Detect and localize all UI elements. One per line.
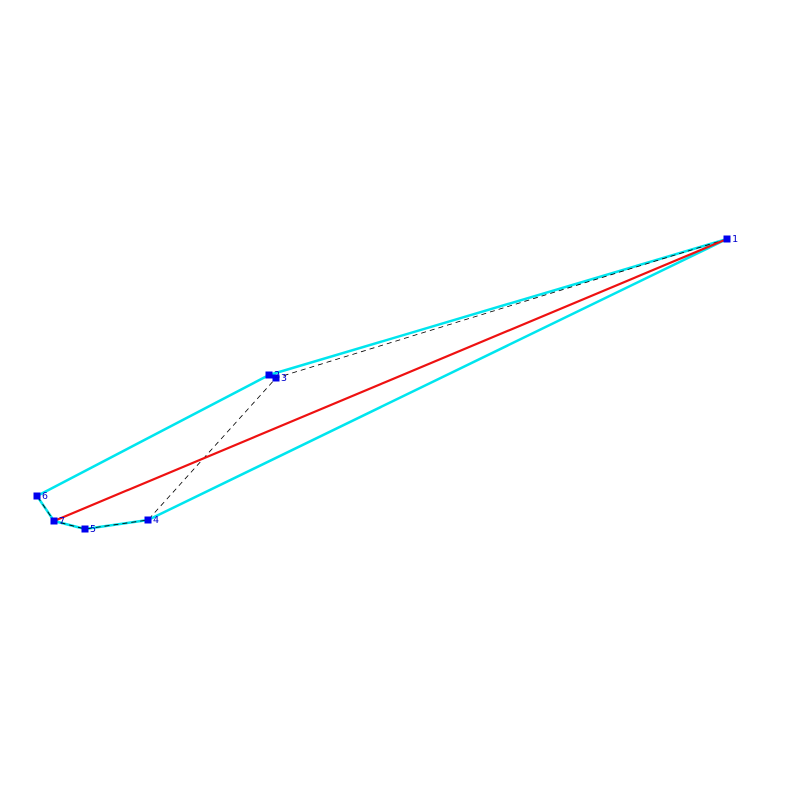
points-layer xyxy=(33,235,731,533)
point-label-1: 1 xyxy=(732,234,738,245)
point-label-3: 3 xyxy=(281,373,287,384)
dashed-path-layer xyxy=(36,238,728,530)
point-marker-5 xyxy=(81,525,89,533)
point-marker-2 xyxy=(265,371,273,379)
red-path-layer xyxy=(53,237,728,523)
point-marker-7 xyxy=(50,517,58,525)
point-marker-3 xyxy=(272,374,280,382)
point-marker-1 xyxy=(723,235,731,243)
point-marker-6 xyxy=(33,492,41,500)
point-label-2: 2 xyxy=(274,370,280,381)
point-label-7: 7 xyxy=(59,516,65,527)
dashed-path xyxy=(36,238,728,530)
point-label-6: 6 xyxy=(42,491,48,502)
point-label-5: 5 xyxy=(90,524,96,535)
point-label-4: 4 xyxy=(153,515,159,526)
point-marker-4 xyxy=(144,516,152,524)
red-segment xyxy=(53,237,728,523)
